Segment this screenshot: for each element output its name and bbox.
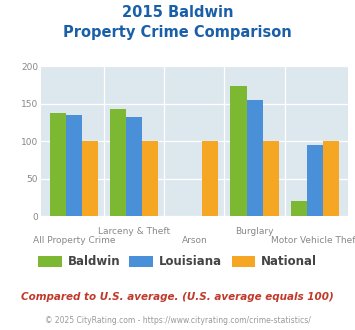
Text: Compared to U.S. average. (U.S. average equals 100): Compared to U.S. average. (U.S. average … — [21, 292, 334, 302]
Text: Arson: Arson — [181, 236, 207, 246]
Bar — [202, 141, 218, 216]
Bar — [246, 100, 263, 216]
Text: 2015 Baldwin: 2015 Baldwin — [122, 5, 233, 20]
Bar — [323, 141, 339, 216]
Bar — [66, 115, 82, 216]
Text: Motor Vehicle Theft: Motor Vehicle Theft — [271, 236, 355, 246]
Bar — [50, 113, 66, 216]
Text: All Property Crime: All Property Crime — [33, 236, 115, 246]
Bar — [230, 85, 246, 216]
Legend: Baldwin, Louisiana, National: Baldwin, Louisiana, National — [33, 250, 322, 273]
Bar — [110, 109, 126, 216]
Bar — [142, 141, 158, 216]
Bar — [291, 201, 307, 216]
Text: Property Crime Comparison: Property Crime Comparison — [63, 25, 292, 40]
Bar — [82, 141, 98, 216]
Bar — [126, 117, 142, 216]
Bar — [307, 145, 323, 216]
Bar — [263, 141, 279, 216]
Text: © 2025 CityRating.com - https://www.cityrating.com/crime-statistics/: © 2025 CityRating.com - https://www.city… — [45, 316, 310, 325]
Text: Burglary: Burglary — [235, 227, 274, 236]
Text: Larceny & Theft: Larceny & Theft — [98, 227, 170, 236]
